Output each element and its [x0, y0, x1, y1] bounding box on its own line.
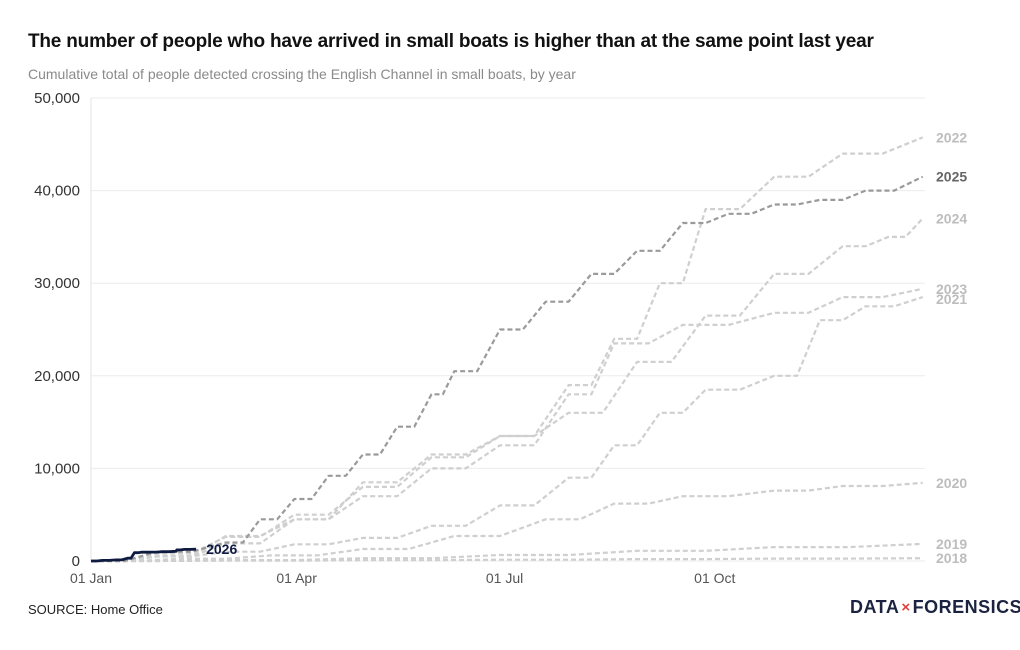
y-tick-label: 10,000	[34, 460, 80, 477]
x-tick-label: 01 Apr	[276, 570, 317, 586]
series-line-2026	[91, 547, 197, 563]
series-label-2019: 2019	[936, 536, 967, 552]
y-tick-label: 50,000	[34, 90, 80, 107]
series-label-2023: 2023	[936, 281, 967, 297]
logo-word-forensics: FORENSICS	[912, 597, 1020, 617]
chart-subtitle: Cumulative total of people detected cros…	[28, 66, 576, 82]
logo-word-data: DATA	[850, 597, 900, 617]
series-label-2025: 2025	[936, 169, 967, 185]
brand-logo: DATA × FORENSICS	[850, 597, 1020, 618]
x-tick-label: 01 Jul	[486, 570, 523, 586]
series-label-2020: 2020	[936, 475, 967, 491]
chart-title: The number of people who have arrived in…	[28, 31, 874, 52]
series-line-2022	[91, 136, 924, 563]
source-note: SOURCE: Home Office	[28, 602, 163, 617]
series-line-2025	[91, 175, 924, 563]
series-line-2018	[91, 557, 923, 563]
y-tick-label: 30,000	[34, 275, 80, 292]
series-line-2024	[91, 217, 924, 563]
series-label-2022: 2022	[936, 129, 967, 145]
y-axis-ticks: 0 10,000 20,000 30,000 40,000 50,000	[34, 90, 80, 570]
logo-x-mark: ×	[901, 599, 911, 616]
series-line-2019	[91, 542, 923, 563]
series-line-2023	[91, 287, 923, 563]
series-line-2020	[91, 481, 923, 563]
y-tick-label: 40,000	[34, 183, 80, 200]
series-label-2021: 2021	[936, 291, 967, 307]
series-lines	[91, 136, 924, 563]
y-tick-label: 0	[72, 553, 80, 570]
series-label-2026: 2026	[206, 541, 237, 557]
x-axis-ticks: 01 Jan 01 Apr 01 Jul 01 Oct	[70, 570, 736, 586]
x-tick-label: 01 Jan	[70, 570, 112, 586]
series-label-2024: 2024	[936, 210, 967, 226]
x-tick-label: 01 Oct	[694, 570, 735, 586]
y-tick-label: 20,000	[34, 368, 80, 385]
series-label-2018: 2018	[936, 550, 967, 566]
series-line-2021	[91, 296, 924, 563]
